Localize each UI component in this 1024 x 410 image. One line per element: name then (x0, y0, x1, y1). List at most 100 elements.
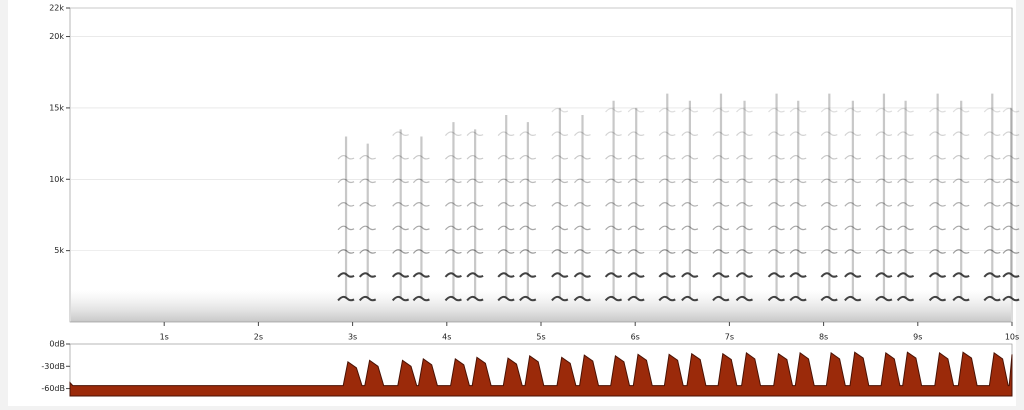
harmonic (444, 202, 462, 207)
call (358, 143, 377, 302)
harmonic (681, 107, 699, 113)
harmonic (519, 178, 537, 184)
harmonic (391, 272, 410, 278)
harmonic (551, 295, 569, 302)
harmonic (820, 107, 838, 113)
harmonic (983, 272, 1001, 278)
harmonic (497, 225, 515, 231)
call (604, 100, 623, 302)
harmonic (551, 107, 569, 113)
harmonic (574, 225, 591, 231)
harmonic (952, 295, 970, 302)
harmonic (789, 131, 807, 136)
harmonic (392, 178, 409, 184)
harmonic (658, 154, 676, 160)
harmonic (551, 178, 569, 184)
harmonic (1002, 272, 1020, 278)
call (466, 129, 484, 302)
x-tick-label: 1s (160, 333, 169, 342)
harmonic (875, 249, 893, 254)
harmonic (789, 225, 807, 231)
harmonic (896, 295, 915, 302)
harmonic (444, 295, 462, 302)
harmonic (391, 295, 410, 302)
harmonic (897, 178, 914, 184)
harmonic (736, 131, 753, 136)
harmonic (789, 178, 807, 184)
harmonic (466, 178, 484, 184)
harmonic (983, 131, 1001, 136)
harmonic (929, 154, 946, 160)
harmonic (1002, 295, 1020, 302)
harmonic (983, 178, 1001, 184)
harmonic (768, 249, 785, 254)
harmonic (681, 202, 699, 207)
harmonic (897, 154, 914, 160)
x-tick-label: 2s (254, 333, 263, 342)
harmonic (444, 154, 462, 160)
call (551, 107, 569, 302)
harmonic (444, 131, 462, 136)
harmonic (627, 154, 645, 160)
harmonic (497, 202, 515, 207)
harmonic (712, 178, 730, 184)
call (391, 129, 410, 302)
harmonic (1002, 178, 1020, 184)
harmonic (983, 202, 1001, 207)
call (983, 93, 1001, 302)
harmonic (952, 272, 970, 278)
harmonic (359, 178, 376, 184)
harmonic (551, 131, 569, 136)
harmonic (952, 107, 970, 113)
harmonic (1002, 131, 1020, 136)
harmonic (681, 249, 699, 254)
harmonic (897, 131, 914, 136)
harmonic (1002, 154, 1020, 160)
harmonic (359, 154, 376, 160)
harmonic (712, 154, 730, 160)
harmonic (337, 178, 355, 184)
harmonic (929, 225, 946, 231)
y-tick-label: 20k (49, 32, 64, 41)
harmonic (768, 178, 785, 184)
harmonic (767, 295, 786, 302)
harmonic (574, 249, 591, 254)
harmonic (658, 249, 676, 254)
harmonic (627, 249, 645, 254)
harmonic (444, 249, 462, 254)
x-tick-label: 6s (631, 333, 640, 342)
harmonic (627, 131, 645, 136)
harmonic (681, 131, 699, 136)
harmonic (820, 272, 838, 278)
harmonic (983, 295, 1001, 302)
harmonic (736, 107, 753, 113)
harmonic (412, 272, 430, 278)
harmonic (573, 295, 591, 302)
harmonic (658, 178, 676, 184)
harmonic (497, 295, 515, 302)
harmonic (820, 178, 838, 184)
harmonic (844, 154, 862, 160)
harmonic (444, 272, 462, 278)
harmonic (466, 225, 484, 231)
call (735, 100, 753, 302)
call (1002, 107, 1020, 302)
x-tick-label: 9s (913, 333, 922, 342)
harmonic (875, 178, 893, 184)
harmonic (897, 225, 914, 231)
x-tick-label: 5s (536, 333, 545, 342)
call (337, 136, 355, 302)
harmonic (767, 272, 786, 278)
harmonic (681, 178, 699, 184)
harmonic (897, 107, 914, 113)
harmonic (929, 178, 946, 184)
harmonic (844, 272, 862, 278)
harmonic (789, 107, 807, 113)
harmonic (519, 154, 537, 160)
harmonic (844, 249, 862, 254)
call (844, 100, 862, 302)
harmonic (983, 249, 1001, 254)
harmonic (789, 202, 807, 207)
x-tick-label: 3s (348, 333, 357, 342)
call (789, 100, 807, 302)
